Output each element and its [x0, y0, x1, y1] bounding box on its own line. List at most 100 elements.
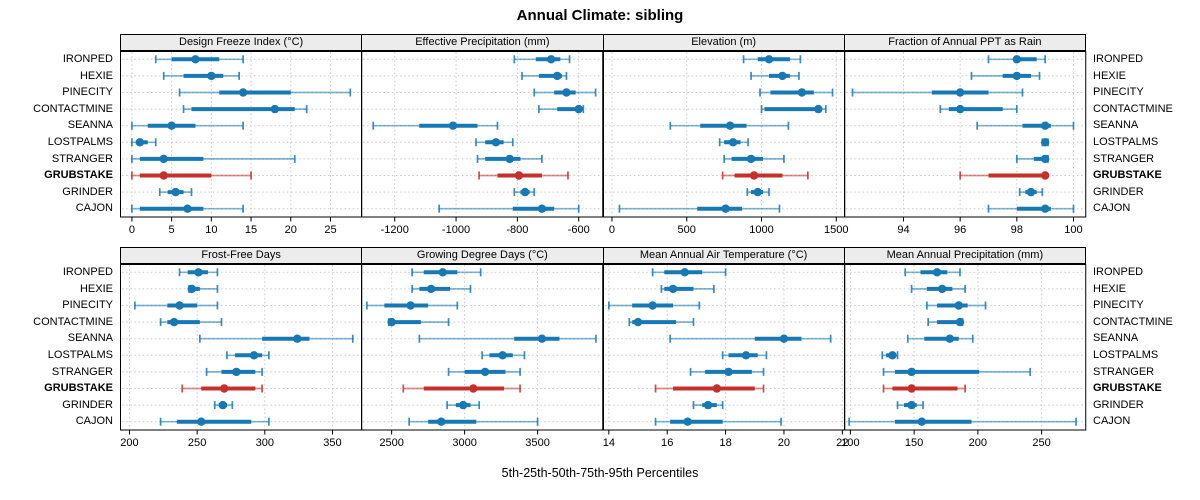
percentile-row-hexie	[187, 284, 219, 294]
x-tick-label: 14	[602, 437, 614, 449]
percentile-row-grubstake	[882, 384, 966, 393]
panel-plot: -1200 -1000 -800 -600	[361, 51, 604, 236]
percentile-row-ironped	[154, 55, 244, 64]
percentile-row-grinder	[1018, 187, 1043, 197]
site-label-hexie: HEXIE	[1093, 69, 1127, 82]
site-labels-left-row2: IRONPED HEXIE PINECITY CONTACTMINE SEANNA LOS…	[0, 247, 120, 457]
percentile-row-grinder	[692, 400, 724, 410]
percentile-row-ironped	[513, 55, 571, 64]
percentile-row-grubstake	[654, 384, 764, 393]
percentile-row-ironped	[651, 268, 726, 277]
panel-header: Frost-Free Days	[120, 247, 363, 264]
site-label-cajon: CAJON	[1093, 202, 1131, 215]
percentile-row-lostpalms	[721, 351, 767, 360]
site-labels-right-row1: IRONPED HEXIE PINECITY CONTACTMINE SEANNA LOS…	[1086, 34, 1200, 244]
percentile-row-contactmine	[182, 104, 308, 114]
percentile-row-cajon	[159, 417, 270, 426]
site-label-grubstake: GRUBSTAKE	[44, 382, 113, 395]
panel-elevation-m: Elevation (m) 0 500 1000 1500	[602, 34, 848, 244]
site-label-contactmine: CONTACTMINE	[33, 102, 113, 115]
percentile-row-contactmine	[927, 317, 964, 327]
percentile-row-ironped	[742, 55, 801, 64]
x-tick-label: 300	[256, 437, 274, 449]
site-label-pinecity: PINECITY	[1093, 299, 1144, 312]
panel-plot: 0 5 10 15 20 25	[120, 51, 363, 236]
percentile-row-grinder	[896, 400, 924, 410]
site-label-lostpalms: LOSTPALMS	[47, 135, 113, 148]
site-label-hexie: HEXIE	[79, 69, 113, 82]
panel-header: Fraction of Annual PPT as Rain	[843, 34, 1086, 51]
panel-row-2: IRONPED HEXIE PINECITY CONTACTMINE SEANNA LOS…	[0, 247, 1200, 457]
panel-plot: 100 150 200 250	[841, 264, 1086, 449]
percentile-row-contactmine	[939, 104, 1018, 114]
x-tick-label: 5	[169, 224, 175, 236]
x-tick-label: 500	[677, 224, 695, 236]
percentile-row-stranger	[447, 367, 522, 377]
site-label-pinecity: PINECITY	[62, 86, 113, 99]
x-tick-label: 100	[841, 437, 859, 449]
site-label-lostpalms: LOSTPALMS	[1093, 348, 1159, 361]
percentile-row-grubstake	[402, 384, 522, 393]
percentile-row-pinecity	[178, 88, 352, 97]
percentile-row-seanna	[372, 121, 499, 130]
x-tick-label: 20	[285, 224, 297, 236]
x-tick-label: 20	[777, 437, 789, 449]
percentile-row-grinder	[745, 187, 770, 197]
percentile-row-pinecity	[758, 88, 833, 97]
percentile-row-lostpalms	[718, 138, 749, 147]
site-label-grinder: GRINDER	[62, 398, 113, 411]
percentile-row-pinecity	[134, 301, 219, 310]
panel-header: Growing Degree Days (°C)	[361, 247, 604, 264]
panel-fraction-of-annual-ppt-as-rain: Fraction of Annual PPT as Rain 94 96 98 100	[843, 34, 1086, 244]
percentile-row-hexie	[749, 71, 800, 81]
percentile-row-pinecity	[851, 88, 1024, 97]
percentile-row-lostpalms	[881, 351, 899, 360]
site-label-stranger: STRANGER	[1093, 152, 1155, 165]
percentile-row-seanna	[668, 334, 832, 343]
x-tick-label: 2500	[380, 437, 405, 449]
site-label-ironped: IRONPED	[1093, 266, 1144, 278]
percentile-row-hexie	[521, 71, 568, 81]
percentile-row-cajon	[438, 204, 580, 213]
x-tick-label: 200	[968, 437, 986, 449]
percentile-row-grinder	[446, 400, 481, 410]
percentile-row-seanna	[418, 334, 598, 343]
percentile-row-hexie	[970, 71, 1041, 81]
x-tick-label: 200	[120, 437, 138, 449]
site-label-lostpalms: LOSTPALMS	[47, 348, 113, 361]
x-tick-label: -1000	[442, 224, 470, 236]
percentile-row-lostpalms	[226, 351, 270, 360]
percentile-row-stranger	[882, 367, 1031, 377]
x-tick-label: 22	[836, 437, 848, 449]
panel-row-1: IRONPED HEXIE PINECITY CONTACTMINE SEANNA LOS…	[0, 34, 1200, 244]
x-tick-label: 250	[188, 437, 206, 449]
x-tick-label: 0	[129, 224, 135, 236]
site-label-ironped: IRONPED	[1093, 53, 1144, 65]
percentile-row-seanna	[131, 121, 244, 130]
percentile-row-cajon	[847, 417, 1077, 426]
percentile-row-grubstake	[181, 384, 263, 393]
percentile-row-seanna	[906, 334, 974, 343]
panel-plot: 0 500 1000 1500	[602, 51, 848, 236]
site-label-pinecity: PINECITY	[1093, 86, 1144, 99]
percentile-row-stranger	[131, 154, 296, 164]
percentile-row-seanna	[976, 121, 1075, 130]
x-tick-label: 0	[608, 224, 614, 236]
x-tick-label: 94	[897, 224, 909, 236]
percentile-row-cajon	[654, 417, 782, 426]
x-tick-label: 15	[245, 224, 257, 236]
panel-plot: 94 96 98 100	[843, 51, 1086, 236]
percentile-row-cajon	[618, 204, 780, 213]
percentile-row-lostpalms	[475, 138, 514, 147]
panel-mean-annual-precipitation-mm: Mean Annual Precipitation (mm) 100 150 200 2…	[841, 247, 1086, 457]
site-label-contactmine: CONTACTMINE	[1093, 102, 1173, 115]
site-label-cajon: CAJON	[75, 202, 113, 215]
percentile-row-ironped	[411, 268, 482, 277]
percentile-row-grinder	[213, 400, 234, 410]
percentile-row-stranger	[1015, 154, 1050, 164]
percentile-row-grubstake	[721, 171, 809, 180]
chart-title: Annual Climate: sibling	[516, 7, 684, 24]
site-labels-right-row2: IRONPED HEXIE PINECITY CONTACTMINE SEANNA LOS…	[1086, 247, 1200, 457]
percentile-row-stranger	[205, 367, 263, 377]
